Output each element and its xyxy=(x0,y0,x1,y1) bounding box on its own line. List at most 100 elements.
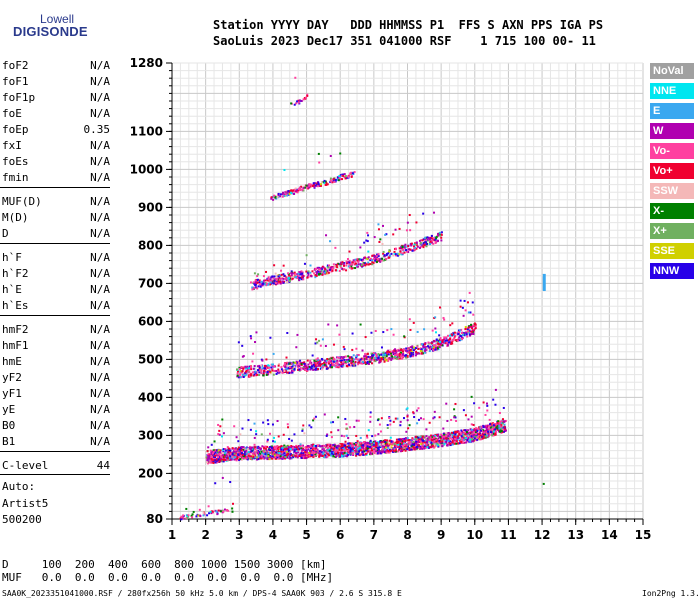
echo-point xyxy=(311,450,314,453)
echo-point xyxy=(417,348,420,351)
echo-point xyxy=(398,447,401,450)
echo-point xyxy=(421,239,424,242)
echo-point xyxy=(334,179,337,182)
echo-point xyxy=(390,358,393,361)
echo-point xyxy=(313,444,316,447)
echo-point xyxy=(273,440,276,443)
echo-point xyxy=(344,443,347,446)
echo-point xyxy=(312,182,315,185)
echo-point xyxy=(222,454,225,457)
echo-point xyxy=(421,447,424,450)
echo-point xyxy=(433,446,436,449)
echo-point xyxy=(227,509,230,512)
echo-point xyxy=(493,425,496,428)
echo-point xyxy=(388,451,391,454)
echo-point xyxy=(321,273,324,276)
echo-point xyxy=(286,280,289,283)
echo-point xyxy=(295,448,298,451)
echo-point xyxy=(369,356,372,359)
echo-point xyxy=(287,277,290,280)
echo-point xyxy=(380,417,383,420)
echo-point xyxy=(422,418,425,421)
echo-point xyxy=(324,454,327,457)
echo-point xyxy=(403,437,406,440)
echo-point xyxy=(346,365,349,368)
echo-point xyxy=(470,428,473,431)
echo-point xyxy=(318,339,321,342)
echo-point xyxy=(255,446,258,449)
echo-point xyxy=(291,272,294,275)
echo-point xyxy=(191,516,194,519)
echo-point xyxy=(219,452,222,455)
echo-point xyxy=(410,448,413,451)
echo-point xyxy=(249,335,252,338)
echo-point xyxy=(340,451,343,454)
echo-point xyxy=(277,194,280,197)
echo-point xyxy=(434,316,437,319)
echo-point xyxy=(321,454,324,457)
echo-point xyxy=(466,433,469,436)
echo-point xyxy=(229,455,232,458)
echo-point xyxy=(452,332,455,335)
echo-point xyxy=(452,431,455,434)
echo-point xyxy=(453,439,456,442)
echo-point xyxy=(410,351,413,354)
echo-point xyxy=(300,456,303,459)
echo-point xyxy=(300,278,303,281)
echo-point xyxy=(267,364,270,367)
echo-point xyxy=(308,186,311,189)
echo-point xyxy=(330,357,333,360)
echo-point xyxy=(297,99,300,102)
echo-point xyxy=(233,456,236,459)
echo-point xyxy=(416,330,419,333)
y-tick-label: 300 xyxy=(138,428,163,442)
echo-point xyxy=(330,366,333,369)
echo-point xyxy=(298,271,301,274)
echo-point xyxy=(469,311,472,314)
echo-point xyxy=(385,359,388,362)
echo-point xyxy=(402,348,405,351)
echo-point xyxy=(330,446,333,449)
muf-row: MUF 0.0 0.0 0.0 0.0 0.0 0.0 0.0 0.0 [MHz… xyxy=(2,571,334,584)
echo-point xyxy=(299,453,302,456)
echo-point xyxy=(369,263,372,266)
echo-point xyxy=(340,266,343,269)
echo-point xyxy=(383,451,386,454)
echo-point xyxy=(466,335,469,338)
x-tick-label: 14 xyxy=(601,528,618,542)
echo-point xyxy=(461,437,464,440)
echo-point xyxy=(400,447,403,450)
echo-point xyxy=(385,257,388,260)
echo-point xyxy=(254,280,257,283)
echo-point xyxy=(332,267,335,270)
echo-point xyxy=(478,438,481,441)
echo-point xyxy=(250,368,253,371)
echo-point xyxy=(382,451,385,454)
echo-point xyxy=(404,245,407,248)
echo-point xyxy=(325,234,328,237)
echo-point xyxy=(392,333,395,336)
echo-point xyxy=(238,453,241,456)
echo-point xyxy=(231,455,234,458)
echo-point xyxy=(231,447,234,450)
echo-point xyxy=(434,344,437,347)
echo-point xyxy=(256,365,259,368)
echo-point xyxy=(451,437,454,440)
echo-point xyxy=(332,358,335,361)
echo-point xyxy=(283,195,286,198)
echo-point xyxy=(441,339,444,342)
echo-point xyxy=(226,453,229,456)
echo-point xyxy=(441,340,444,343)
echo-point xyxy=(381,447,384,450)
echo-point xyxy=(315,368,318,371)
echo-point xyxy=(291,277,294,280)
echo-point xyxy=(307,271,310,274)
echo-point xyxy=(223,454,226,457)
echo-point xyxy=(446,419,449,422)
echo-point xyxy=(483,433,486,436)
echo-point xyxy=(415,241,418,244)
echo-point xyxy=(466,328,469,331)
echo-point xyxy=(340,365,343,368)
echo-point xyxy=(443,336,446,339)
legend-item: Vo+ xyxy=(650,163,694,179)
